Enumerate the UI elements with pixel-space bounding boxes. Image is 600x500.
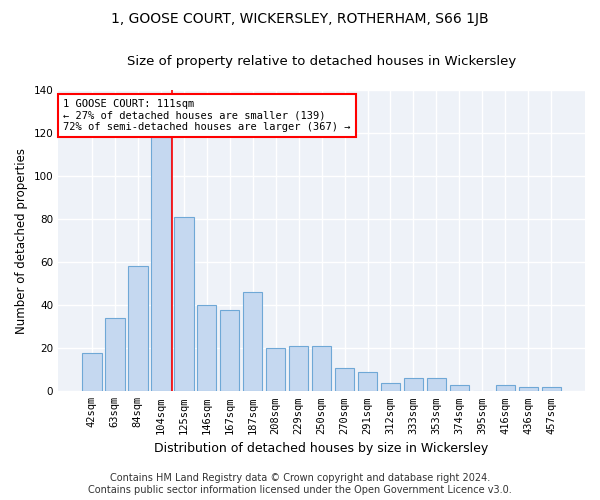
Text: 1 GOOSE COURT: 111sqm
← 27% of detached houses are smaller (139)
72% of semi-det: 1 GOOSE COURT: 111sqm ← 27% of detached …	[64, 99, 351, 132]
Bar	[335, 368, 355, 392]
Bar	[449, 385, 469, 392]
Bar	[542, 387, 561, 392]
Bar	[128, 266, 148, 392]
Bar	[220, 310, 239, 392]
Bar	[518, 387, 538, 392]
Title: Size of property relative to detached houses in Wickersley: Size of property relative to detached ho…	[127, 55, 516, 68]
Bar	[151, 138, 170, 392]
Bar	[358, 372, 377, 392]
Bar	[266, 348, 286, 392]
Bar	[82, 352, 101, 392]
Text: 1, GOOSE COURT, WICKERSLEY, ROTHERHAM, S66 1JB: 1, GOOSE COURT, WICKERSLEY, ROTHERHAM, S…	[111, 12, 489, 26]
Bar	[404, 378, 423, 392]
Bar	[312, 346, 331, 392]
Bar	[105, 318, 125, 392]
Bar	[289, 346, 308, 392]
Text: Contains HM Land Registry data © Crown copyright and database right 2024.
Contai: Contains HM Land Registry data © Crown c…	[88, 474, 512, 495]
Bar	[243, 292, 262, 392]
Bar	[174, 217, 194, 392]
X-axis label: Distribution of detached houses by size in Wickersley: Distribution of detached houses by size …	[154, 442, 489, 455]
Y-axis label: Number of detached properties: Number of detached properties	[15, 148, 28, 334]
Bar	[381, 382, 400, 392]
Bar	[427, 378, 446, 392]
Bar	[496, 385, 515, 392]
Bar	[197, 305, 217, 392]
